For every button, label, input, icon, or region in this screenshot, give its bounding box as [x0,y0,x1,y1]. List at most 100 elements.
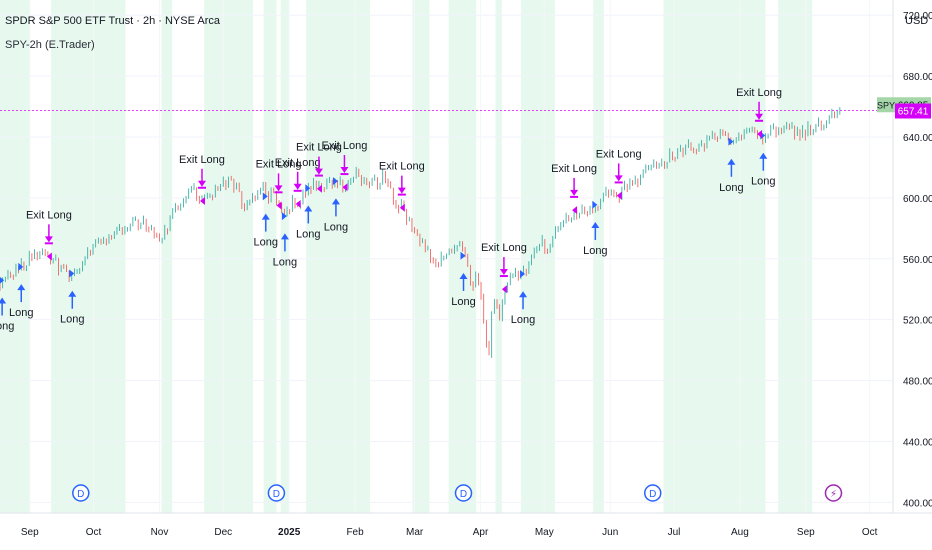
price-axis-background[interactable] [893,0,932,513]
y-tick-label: 680.00 [903,72,932,83]
y-tick-label: 720.00 [903,11,932,22]
long-entry-marker [281,212,287,221]
x-tick-label: May [535,527,554,538]
dividend-icon-label: D [460,489,467,500]
exit-marker [616,191,622,200]
x-tick-label: 2025 [278,527,301,538]
lightning-icon-label: ⚡ [830,489,837,500]
grid [0,0,893,513]
long-arrow-head [17,284,26,291]
long-region [412,0,430,513]
dividend-icon[interactable] [267,484,286,502]
long-entry-marker [728,137,734,146]
long-entry-marker [520,270,526,279]
long-signal-label: Long [9,307,33,319]
last-price-symbol: SPY [877,100,895,110]
time-axis[interactable]: Sep Oct Nov Dec 2025 Feb Mar Apr May Jun Jul Aug Sep… [21,527,878,538]
exit-arrow-head [570,189,579,196]
dividend-icon-label: D [649,489,656,500]
exit-arrow-head [340,167,349,174]
exit-marker [199,196,205,205]
long-signal-label: Long [511,314,535,326]
x-tick-label: Oct [862,527,878,538]
long-entry-marker [332,177,338,186]
long-region [593,0,604,513]
long-signal-label: Long [296,228,320,240]
x-tick-label: Nov [151,527,169,538]
exit-signal-label: Exit Long [256,158,302,170]
y-tick-label: 600.00 [903,194,932,205]
long-arrow-head [0,297,7,304]
x-tick-label: Aug [731,527,749,538]
long-region [306,0,370,513]
x-tick-label: Apr [473,527,489,538]
exit-signal-label: Exit Long [551,163,597,175]
price-axis[interactable]: 720.00 680.00 640.00 600.00 560.00 520.00 480.… [903,11,932,509]
last-price-symbol-tag [877,97,895,113]
exit-arrow-head [197,180,206,187]
long-entry-marker [305,184,311,193]
long-arrow-head [519,291,528,298]
long-region [280,0,290,513]
exit-signal-label: Exit Long [322,140,368,152]
long-arrow-head [459,272,468,279]
exit-signal-label: Exit Long [481,242,527,254]
long-signal-label: Long [254,237,278,249]
exit-signal-label: Exit Long [26,209,72,221]
y-tick-label: 480.00 [903,377,932,388]
long-region [263,0,277,513]
indicator-label[interactable]: SPY-2h (E.Trader) [5,39,95,51]
exit-arrow-head [314,168,323,175]
long-arrow-head [280,233,289,240]
exit-signal-label: Exit Long [736,87,782,99]
exit-marker [295,199,301,208]
long-entry-marker [0,276,5,284]
long-signal-label: Long [0,321,14,333]
long-region [51,0,126,513]
strategy-level-tag [895,103,931,119]
chart-title[interactable]: SPDR S&P 500 ETF Trust · 2h · NYSE Arca [5,15,220,27]
long-entry-marker [69,269,75,278]
x-tick-label: Sep [21,527,39,538]
exit-marker [501,285,507,294]
long-region [495,0,502,513]
long-region [520,0,555,513]
x-tick-label: Mar [406,527,424,538]
exit-marker [46,252,52,261]
currency-label[interactable]: USD [905,15,929,27]
exit-marker [276,201,282,210]
long-region [204,0,254,513]
long-arrow-head [727,158,736,165]
dividend-icon[interactable] [454,484,473,502]
exit-signal-label: Exit Long [296,142,342,154]
dividend-icon-label: D [273,489,280,500]
dividend-icon[interactable] [643,484,662,502]
exit-marker [342,183,348,192]
long-region [778,0,813,513]
x-tick-label: Dec [214,527,232,538]
long-region [0,0,30,513]
y-tick-label: 400.00 [903,498,932,509]
exit-arrow-head [397,187,406,194]
long-entry-marker [262,192,268,201]
long-entry-marker [460,251,466,260]
x-tick-label: Sep [797,527,815,538]
long-signal-label: Long [583,245,607,257]
long-region [663,0,766,513]
exit-marker [399,203,405,212]
exit-marker [316,184,322,193]
x-tick-label: Oct [86,527,102,538]
lightning-icon[interactable] [824,484,843,502]
long-regions [0,0,813,513]
event-icons[interactable]: D D D D ⚡ [72,484,843,502]
exit-signal-label: Exit Long [179,154,225,166]
exit-signal-label: Exit Long [275,157,321,169]
exit-arrow-head [44,236,53,243]
dividend-icon[interactable] [72,484,90,502]
price-tags: SPY660.85657.41 [877,97,931,119]
long-arrow-head [759,152,768,159]
signals: Long Long Long Long Long Long Long Long Long Long… [0,87,782,333]
long-arrow-head [304,205,313,212]
time-axis-background[interactable] [0,513,932,550]
